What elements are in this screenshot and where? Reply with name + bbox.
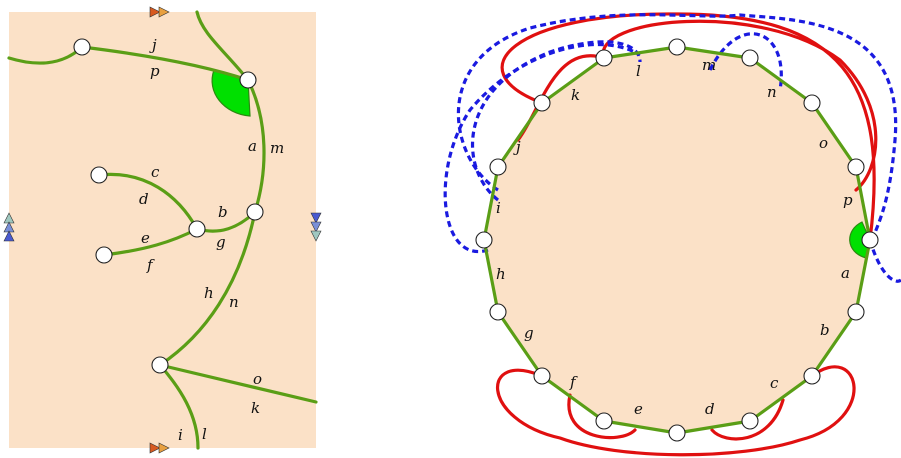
bottom-double-arrow	[149, 442, 170, 454]
right-vertex	[803, 94, 821, 112]
left-label-b: b	[218, 203, 228, 221]
right-label-e: e	[634, 400, 643, 418]
top-double-arrow	[149, 6, 170, 18]
right-label-p: p	[843, 191, 853, 209]
right-label-m: m	[702, 56, 716, 74]
right-vertex	[489, 303, 507, 321]
left-vertex	[188, 220, 206, 238]
red-curve	[601, 19, 878, 192]
edge-jp	[80, 45, 250, 82]
right-triple-arrow	[310, 212, 322, 242]
left-label-c: c	[151, 163, 160, 181]
left-label-g: g	[216, 233, 226, 251]
red-curve	[500, 12, 876, 242]
left-label-m: m	[270, 139, 284, 157]
right-vertex	[475, 231, 493, 249]
edge-ok	[158, 363, 318, 404]
left-label-i: i	[178, 426, 183, 444]
left-label-n: n	[229, 293, 239, 311]
left-label-p: p	[150, 62, 160, 80]
right-vertex	[533, 94, 551, 112]
right-label-a: a	[841, 264, 850, 282]
edge-il	[158, 363, 200, 450]
red-curve	[710, 398, 785, 441]
blue-dashed-curve	[443, 42, 641, 254]
blue-dashed-curve	[868, 239, 901, 283]
left-panel-background	[9, 12, 316, 448]
right-vertex	[847, 303, 865, 321]
right-label-b: b	[820, 321, 830, 339]
left-panel: j p a m c d b g e f h n o k i l	[3, 6, 322, 454]
edge-top-to-am	[195, 10, 250, 82]
left-label-l: l	[202, 425, 207, 443]
left-vertex	[90, 166, 108, 184]
right-label-h: h	[496, 265, 506, 283]
left-vertex	[151, 356, 169, 374]
right-vertex	[861, 231, 879, 249]
red-curve	[495, 365, 856, 457]
left-label-h: h	[204, 284, 214, 302]
right-vertex	[489, 158, 507, 176]
right-vertex	[533, 367, 551, 385]
right-label-n: n	[767, 83, 777, 101]
right-label-j: j	[513, 138, 521, 156]
right-label-i: i	[496, 199, 501, 217]
right-vertex	[595, 49, 613, 67]
right-vertex	[741, 412, 759, 430]
red-curve	[567, 393, 637, 440]
left-triple-arrow	[3, 212, 15, 242]
right-vertex	[668, 424, 686, 442]
right-vertex	[595, 412, 613, 430]
left-vertex	[239, 71, 257, 89]
right-polygon-fill	[484, 47, 870, 433]
right-label-k: k	[571, 86, 580, 104]
left-label-o: o	[253, 370, 262, 388]
left-vertex	[246, 203, 264, 221]
left-vertex	[95, 246, 113, 264]
left-label-e: e	[141, 229, 150, 247]
left-vertex	[73, 38, 91, 56]
right-label-l: l	[636, 62, 641, 80]
right-vertex	[741, 49, 759, 67]
left-label-j: j	[149, 36, 157, 54]
left-label-a: a	[248, 137, 257, 155]
left-label-f: f	[146, 256, 155, 274]
edge-cd	[97, 172, 199, 231]
right-label-c: c	[770, 374, 779, 392]
right-label-g: g	[524, 324, 534, 342]
edge-am	[246, 78, 266, 214]
right-label-f: f	[569, 373, 578, 391]
blue-dashed-curve	[456, 13, 898, 241]
left-label-d: d	[139, 190, 149, 208]
right-label-d: d	[705, 400, 715, 418]
right-vertex	[803, 367, 821, 385]
right-label-o: o	[819, 134, 828, 152]
left-label-k: k	[251, 399, 260, 417]
right-vertex	[668, 38, 686, 56]
right-vertex	[847, 158, 865, 176]
edge-hn	[158, 210, 257, 367]
right-panel: l m k n j o p i h a g b f c e d	[443, 12, 901, 457]
